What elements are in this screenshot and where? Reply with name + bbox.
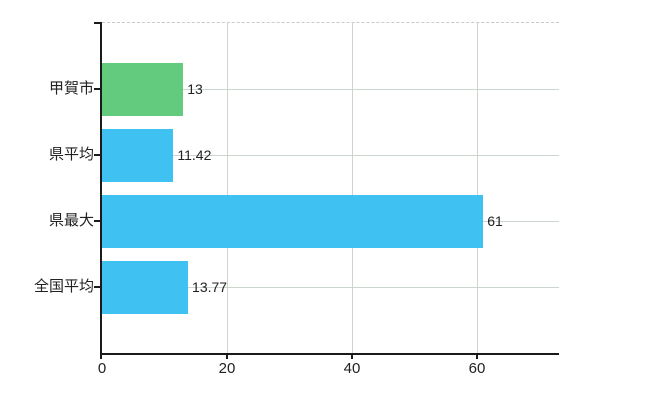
h-gridline: [102, 287, 559, 288]
x-tick-mark: [476, 353, 478, 359]
x-tick-mark: [226, 353, 228, 359]
chart-bar: [102, 129, 174, 182]
y-axis-line: [100, 22, 102, 353]
x-tick-label: 20: [218, 360, 236, 377]
chart-bar: [102, 195, 484, 248]
y-tick-mark: [94, 22, 100, 24]
x-tick-label: 40: [343, 360, 361, 377]
h-gridline: [102, 155, 559, 156]
y-tick-mark: [94, 88, 100, 90]
value-label: 61: [487, 213, 503, 229]
x-tick-label: 60: [468, 360, 486, 377]
value-label: 13: [187, 81, 203, 97]
value-label: 11.42: [177, 147, 212, 163]
x-tick-mark: [100, 353, 102, 359]
chart-bar: [102, 261, 189, 314]
v-gridline: [352, 22, 353, 353]
v-gridline: [227, 22, 228, 353]
category-label: 県最大: [48, 212, 94, 229]
category-label: 全国平均: [33, 278, 94, 295]
y-tick-mark: [94, 154, 100, 156]
value-label: 13.77: [192, 279, 228, 295]
x-tick-mark: [351, 353, 353, 359]
category-label: 甲賀市: [48, 80, 94, 97]
chart-bar: [102, 63, 184, 116]
x-tick-label: 0: [97, 360, 107, 377]
y-tick-mark: [94, 286, 100, 288]
category-label: 県平均: [48, 146, 94, 163]
h-gridline: [102, 89, 559, 90]
v-gridline: [477, 22, 478, 353]
x-axis-line: [100, 353, 559, 355]
plot-top-border: [102, 22, 559, 23]
y-tick-mark: [94, 220, 100, 222]
